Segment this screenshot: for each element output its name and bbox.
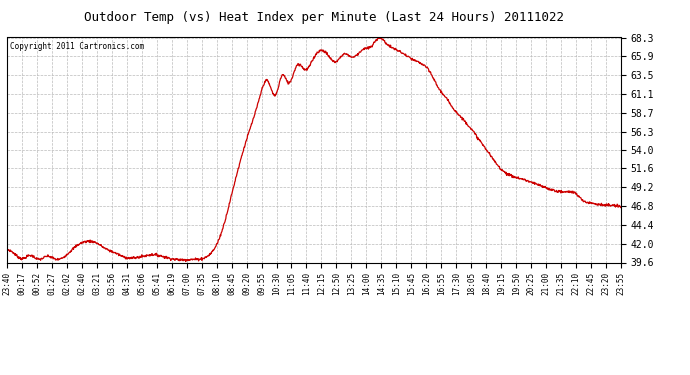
Text: Copyright 2011 Cartronics.com: Copyright 2011 Cartronics.com (10, 42, 144, 51)
Text: Outdoor Temp (vs) Heat Index per Minute (Last 24 Hours) 20111022: Outdoor Temp (vs) Heat Index per Minute … (84, 11, 564, 24)
